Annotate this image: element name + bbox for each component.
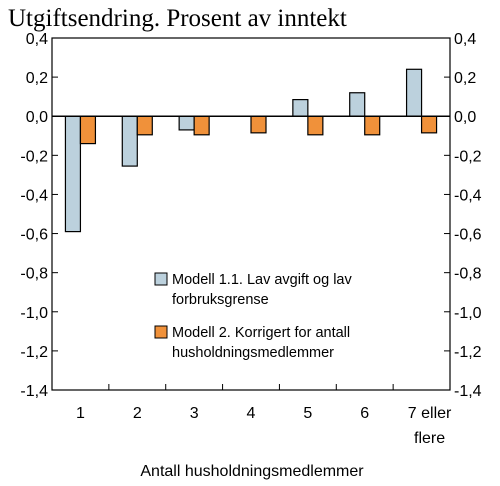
y-tick-label-left: 0,2: [26, 70, 48, 87]
y-tick-label-right: -0,2: [454, 148, 482, 165]
bar-series1-cat6: [349, 92, 366, 117]
x-tick-label: 7 eller: [408, 405, 452, 422]
bar-series2-cat5: [307, 115, 324, 136]
x-tick-label: 4: [247, 405, 256, 422]
legend-label-series2: Modell 2. Korrigert for antall: [172, 325, 350, 341]
y-tick-label-right: -1,0: [454, 305, 482, 322]
bar-series2-cat6: [364, 115, 381, 136]
y-tick-label-left: -0,6: [20, 227, 48, 244]
x-tick-label: 2: [133, 405, 142, 422]
bar-series1-cat3: [178, 115, 195, 131]
x-axis-label: Antall husholdningsmedlemmer: [140, 463, 364, 480]
bar-series1-cat5: [292, 98, 309, 117]
y-tick-label-right: 0,0: [454, 109, 476, 126]
legend-swatch-series2: [154, 325, 168, 339]
y-tick-label-right: 0,4: [454, 31, 476, 48]
y-tick-label-right: -1,4: [454, 383, 482, 400]
y-tick-label-left: -1,4: [20, 383, 48, 400]
x-tick-label: 1: [76, 405, 85, 422]
x-tick-label: 6: [360, 405, 369, 422]
legend-label-series1: Modell 1.1. Lav avgift og lav: [172, 272, 352, 288]
y-tick-label-left: -0,4: [20, 187, 48, 204]
bar-series1-cat7: [405, 68, 423, 117]
y-tick-label-left: -0,2: [20, 148, 48, 165]
legend-label-series2: husholdningsmedlemmer: [172, 345, 334, 361]
y-tick-label-left: -1,2: [20, 344, 48, 361]
legend-swatch-series1: [154, 272, 168, 286]
y-tick-label-right: -0,8: [454, 266, 482, 283]
bar-series1-cat2: [121, 115, 138, 167]
plot-frame: [51, 37, 451, 391]
y-tick-label-left: 0,0: [26, 109, 48, 126]
chart-title: Utgiftsendring. Prosent av inntekt: [8, 5, 347, 32]
axes-group: 0,4 0,4 0,2 0,2 0,0 0,0 -0,2 -0,2 -0,4 -0,4 -0,6 -0…: [20, 31, 481, 447]
bar-series2-cat2: [136, 115, 153, 136]
y-tick-label-left: 0,4: [26, 31, 48, 48]
y-tick-label-right: 0,2: [454, 70, 476, 87]
bar-series1-cat1: [64, 115, 82, 233]
x-tick-label: 5: [303, 405, 312, 422]
y-tick-label-left: -1,0: [20, 305, 48, 322]
y-tick-label-left: -0,8: [20, 266, 48, 283]
bar-series2-cat7: [420, 115, 438, 134]
legend: Modell 1.1. Lav avgift og lav forbruksgre…: [154, 272, 352, 361]
bar-series2-cat1: [79, 115, 97, 145]
bar-series2-cat3: [193, 115, 210, 136]
bar-series2-cat4: [250, 115, 267, 134]
legend-label-series1: forbruksgrense: [172, 292, 269, 308]
y-tick-label-right: -0,4: [454, 187, 482, 204]
x-tick-label: 3: [190, 405, 199, 422]
bars-group: [64, 68, 438, 233]
y-tick-label-right: -0,6: [454, 227, 482, 244]
y-tick-label-right: -1,2: [454, 344, 482, 361]
x-tick-label: flere: [414, 430, 445, 447]
